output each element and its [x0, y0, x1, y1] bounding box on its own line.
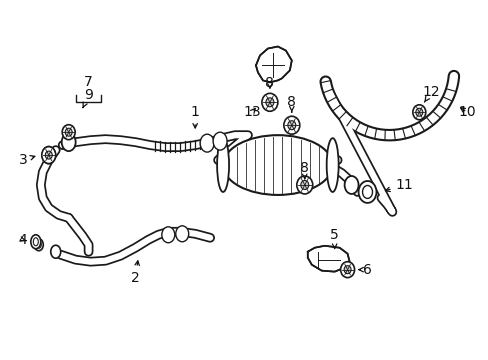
Ellipse shape [265, 98, 273, 107]
Ellipse shape [51, 245, 61, 258]
Text: 5: 5 [329, 228, 338, 248]
Ellipse shape [217, 138, 228, 192]
Text: 2: 2 [131, 261, 140, 285]
Ellipse shape [36, 241, 41, 248]
Text: 6: 6 [358, 263, 371, 276]
Text: 4: 4 [19, 233, 27, 247]
Polygon shape [307, 246, 349, 272]
Ellipse shape [175, 226, 188, 242]
Text: 8: 8 [265, 76, 274, 90]
Ellipse shape [344, 266, 350, 274]
Ellipse shape [340, 262, 354, 278]
Ellipse shape [34, 239, 43, 251]
Ellipse shape [296, 176, 312, 194]
Ellipse shape [33, 238, 38, 246]
Ellipse shape [362, 185, 372, 198]
Text: 11: 11 [385, 178, 412, 192]
Ellipse shape [283, 116, 299, 134]
Ellipse shape [200, 134, 214, 152]
Ellipse shape [262, 93, 277, 111]
Text: 13: 13 [243, 105, 260, 119]
Ellipse shape [412, 105, 425, 120]
Text: 8: 8 [287, 95, 296, 112]
Text: 7: 7 [84, 75, 93, 89]
Ellipse shape [287, 121, 295, 130]
Text: 12: 12 [422, 85, 439, 102]
Ellipse shape [65, 128, 72, 136]
Ellipse shape [45, 151, 52, 159]
Ellipse shape [300, 180, 308, 189]
Ellipse shape [162, 227, 174, 243]
Text: 9: 9 [83, 88, 93, 108]
Ellipse shape [62, 125, 75, 140]
Ellipse shape [213, 132, 226, 150]
Text: 10: 10 [457, 105, 475, 119]
Text: 1: 1 [190, 105, 199, 128]
Ellipse shape [358, 181, 376, 203]
Ellipse shape [326, 138, 338, 192]
Ellipse shape [415, 108, 422, 116]
Text: 8: 8 [300, 161, 308, 179]
Ellipse shape [31, 235, 41, 249]
Ellipse shape [42, 147, 55, 163]
Text: 3: 3 [19, 153, 35, 167]
Ellipse shape [223, 135, 332, 195]
Ellipse shape [41, 147, 56, 163]
Ellipse shape [61, 133, 76, 151]
Polygon shape [255, 46, 291, 82]
Ellipse shape [344, 176, 358, 194]
